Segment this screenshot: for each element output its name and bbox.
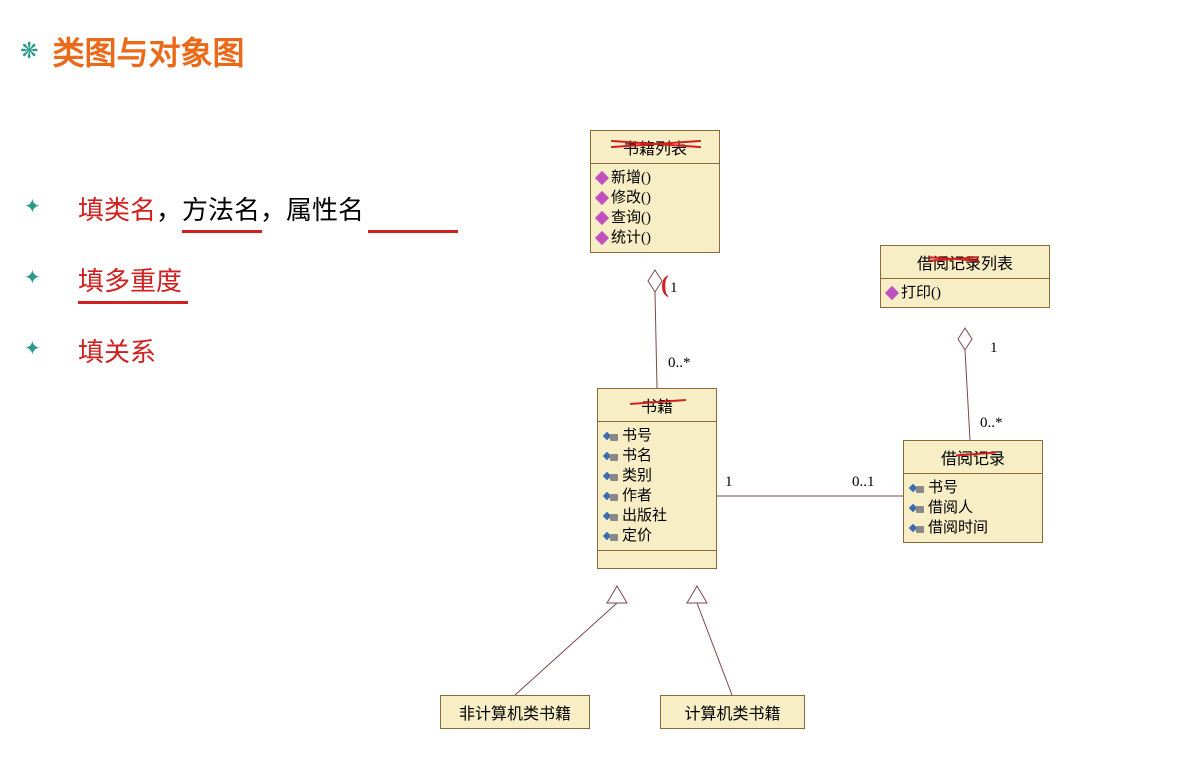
attr-icon — [910, 522, 924, 534]
multiplicity-label: 0..1 — [852, 474, 875, 491]
class-title: 借阅记录 — [904, 441, 1042, 474]
multiplicity-label: 0..* — [668, 355, 691, 372]
attr-row: 作者 — [604, 486, 710, 506]
attr-name: 出版社 — [622, 506, 667, 526]
attr-icon — [910, 502, 924, 514]
red-annotation-paren: ( — [661, 272, 669, 299]
class-title: 借阅记录列表 — [881, 246, 1049, 279]
bullet-star-icon: ✦ — [24, 336, 78, 361]
bullet-seg: ，方法名，属性名 — [156, 196, 364, 225]
class-noncsbook: 非计算机类书籍 — [440, 695, 590, 729]
attr-icon — [604, 510, 618, 522]
method-icon — [595, 211, 609, 225]
title-bullet-icon: ❋ — [20, 38, 38, 64]
bullet-seg: 填关系 — [78, 338, 156, 367]
multiplicity-label: 1 — [670, 280, 678, 297]
multiplicity-label: 0..* — [980, 415, 1003, 432]
bullet-item: ✦ 填类名，方法名，属性名 — [24, 190, 364, 227]
attr-name: 作者 — [622, 486, 652, 506]
method-name: 查询() — [611, 208, 651, 228]
attr-row: 书号 — [910, 478, 1036, 498]
class-title: 计算机类书籍 — [661, 696, 804, 728]
attr-name: 借阅时间 — [928, 518, 988, 538]
method-name: 修改() — [611, 188, 651, 208]
method-icon — [885, 286, 899, 300]
class-book: 书籍 书号 书名 类别 作者 出版社 定价 — [597, 388, 717, 569]
method-row: 新增() — [597, 168, 713, 188]
class-booklist: 书籍列表 新增() 修改() 查询() 统计() — [590, 130, 720, 253]
attr-name: 书号 — [622, 426, 652, 446]
attr-name: 书名 — [622, 446, 652, 466]
bullet-text: 填关系 — [78, 332, 156, 369]
multiplicity-label: 1 — [725, 474, 733, 491]
class-csbook: 计算机类书籍 — [660, 695, 805, 729]
attr-icon — [604, 470, 618, 482]
attr-name: 类别 — [622, 466, 652, 486]
method-row: 查询() — [597, 208, 713, 228]
class-body: 书号 借阅人 借阅时间 — [904, 474, 1042, 542]
method-name: 新增() — [611, 168, 651, 188]
underline-mark — [78, 301, 188, 304]
attr-row: 借阅时间 — [910, 518, 1036, 538]
class-recordlist: 借阅记录列表 打印() — [880, 245, 1050, 308]
attr-row: 书号 — [604, 426, 710, 446]
method-row: 打印() — [887, 283, 1043, 303]
bullet-seg: 填类名 — [78, 196, 156, 225]
bullet-list: ✦ 填类名，方法名，属性名 ✦ 填多重度 ✦ 填关系 — [24, 190, 364, 403]
attr-row: 出版社 — [604, 506, 710, 526]
class-record: 借阅记录 书号 借阅人 借阅时间 — [903, 440, 1043, 543]
multiplicity-label: 1 — [990, 340, 998, 357]
method-row: 统计() — [597, 228, 713, 248]
bullet-item: ✦ 填关系 — [24, 332, 364, 369]
underline-mark — [182, 230, 262, 233]
title-text: 类图与对象图 — [52, 28, 244, 74]
method-row: 修改() — [597, 188, 713, 208]
attr-name: 定价 — [622, 526, 652, 546]
class-body: 书号 书名 类别 作者 出版社 定价 — [598, 422, 716, 550]
method-icon — [595, 171, 609, 185]
bullet-text: 填多重度 — [78, 261, 182, 298]
attr-row: 定价 — [604, 526, 710, 546]
slide-title: ❋ 类图与对象图 — [20, 28, 244, 74]
attr-icon — [604, 450, 618, 462]
class-title: 非计算机类书籍 — [441, 696, 589, 728]
method-name: 统计() — [611, 228, 651, 248]
bullet-text: 填类名，方法名，属性名 — [78, 190, 364, 227]
method-name: 打印() — [901, 283, 941, 303]
attr-icon — [910, 482, 924, 494]
class-title-text: 非计算机类书籍 — [459, 706, 571, 723]
bullet-star-icon: ✦ — [24, 194, 78, 219]
class-footer — [598, 550, 716, 568]
attr-row: 类别 — [604, 466, 710, 486]
attr-row: 借阅人 — [910, 498, 1036, 518]
attr-icon — [604, 490, 618, 502]
class-title: 书籍 — [598, 389, 716, 422]
attr-name: 书号 — [928, 478, 958, 498]
bullet-item: ✦ 填多重度 — [24, 261, 364, 298]
class-body: 新增() 修改() 查询() 统计() — [591, 164, 719, 252]
bullet-star-icon: ✦ — [24, 265, 78, 290]
attr-icon — [604, 430, 618, 442]
attr-icon — [604, 530, 618, 542]
underline-mark — [368, 230, 458, 233]
bullet-seg: 填多重度 — [78, 267, 182, 296]
class-title: 书籍列表 — [591, 131, 719, 164]
class-title-text: 计算机类书籍 — [684, 706, 780, 723]
attr-name: 借阅人 — [928, 498, 973, 518]
attr-row: 书名 — [604, 446, 710, 466]
class-body: 打印() — [881, 279, 1049, 307]
method-icon — [595, 231, 609, 245]
method-icon — [595, 191, 609, 205]
